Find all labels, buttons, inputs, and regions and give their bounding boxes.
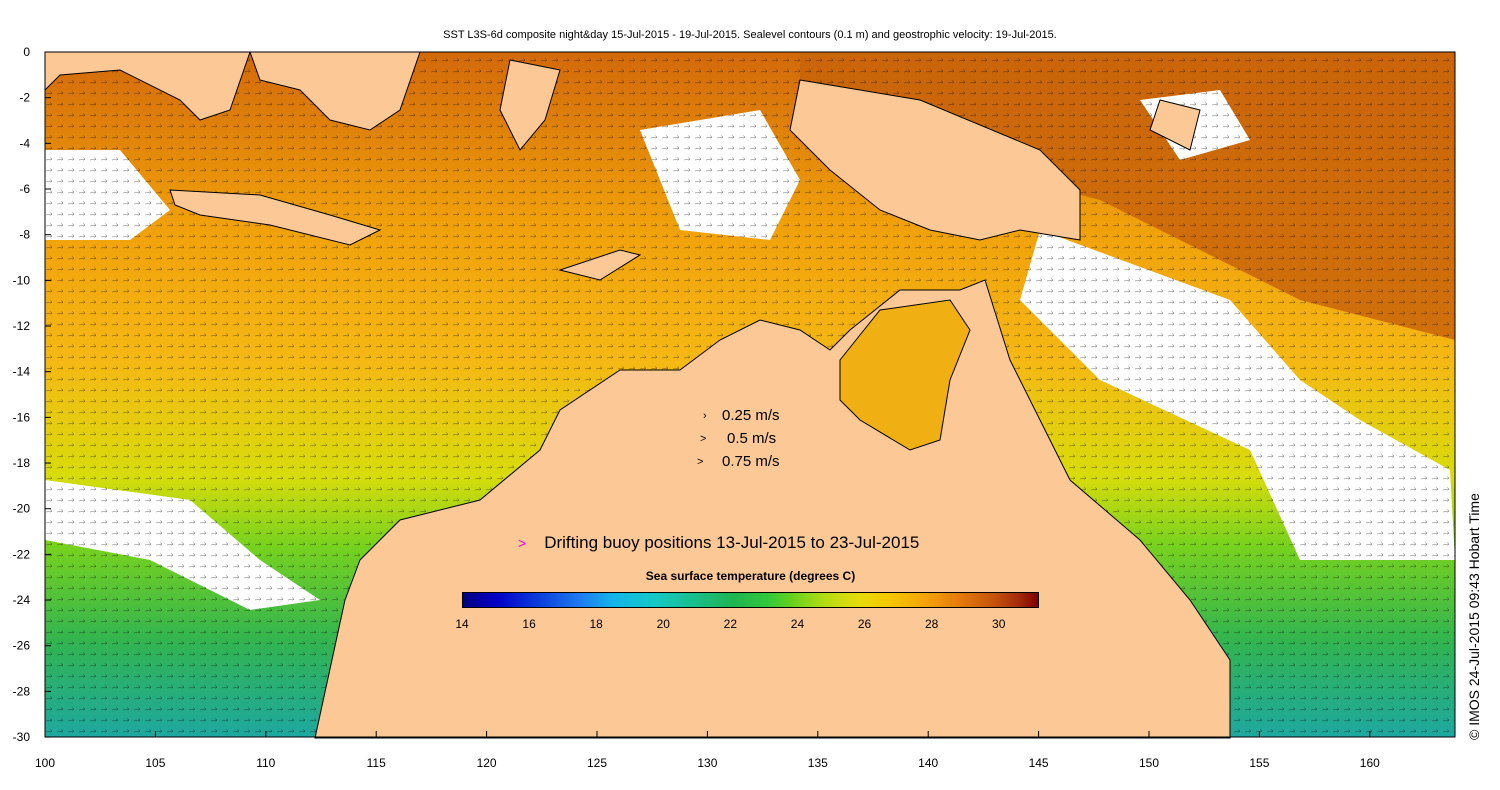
y-tick-label: -12 [13, 319, 31, 333]
colorbar-tick-label: 20 [656, 617, 670, 631]
x-tick-label: 125 [587, 756, 607, 770]
velocity-legend-0-75: 0.75 m/s [722, 453, 780, 470]
x-tick-label: 110 [256, 756, 275, 770]
colorbar-tick-label: 26 [857, 617, 872, 631]
credit-text: © IMOS 24-Jul-2015 09:43 Hobart Time [1466, 493, 1482, 740]
x-tick-label: 115 [367, 756, 386, 770]
y-axis: 0 -2 -4 -6 -8 -10 -12 -14 -16 -18 -20 -22 -24 -26 -28 -… [13, 45, 51, 744]
colorbar-tick-label: 30 [992, 617, 1006, 631]
x-tick-label: 105 [145, 756, 165, 770]
y-tick-label: -14 [13, 365, 31, 379]
colorbar [462, 592, 1039, 608]
y-tick-label: -18 [13, 456, 31, 470]
velocity-arrow-large: > [697, 456, 704, 468]
x-tick-label: 145 [1029, 756, 1049, 770]
map-frame [44, 51, 1456, 738]
y-tick-label: -6 [19, 182, 30, 196]
velocity-arrow-small: › [703, 410, 707, 422]
colorbar-tick-label: 18 [589, 617, 603, 631]
colorbar-tick-label: 14 [455, 617, 469, 631]
x-tick-label: 160 [1360, 756, 1380, 770]
y-tick-label: -20 [13, 502, 31, 516]
colorbar-tick-label: 16 [522, 617, 536, 631]
x-tick-label: 130 [697, 756, 717, 770]
y-tick-label: -28 [13, 684, 31, 698]
velocity-legend-0-5: 0.5 m/s [727, 430, 777, 447]
x-tick-label: 140 [918, 756, 938, 770]
x-axis: 100 105 110 115 120 125 130 135 140 145 150 155 160 [35, 731, 1380, 770]
buoy-legend-label: Drifting buoy positions 13-Jul-2015 to 2… [544, 533, 920, 552]
y-tick-label: -16 [13, 410, 31, 424]
colorbar-tick-label: 24 [790, 617, 805, 631]
y-tick-label: -30 [13, 730, 31, 744]
colorbar-tick-label: 22 [723, 617, 738, 631]
y-tick-label: -4 [19, 136, 30, 150]
x-tick-label: 120 [477, 756, 497, 770]
x-tick-label: 100 [35, 756, 55, 770]
buoy-legend: > Drifting buoy positions 13-Jul-2015 to … [518, 533, 919, 553]
y-tick-label: -24 [13, 593, 31, 607]
x-tick-label: 150 [1139, 756, 1159, 770]
map-title: SST L3S-6d composite night&day 15-Jul-20… [443, 29, 1057, 41]
velocity-arrow-medium: > [700, 433, 707, 445]
y-tick-label: 0 [23, 45, 30, 59]
buoy-marker-icon: > [518, 535, 527, 551]
colorbar-title: Sea surface temperature (degrees C) [645, 569, 856, 583]
x-tick-label: 155 [1249, 756, 1269, 770]
y-tick-label: -2 [19, 91, 30, 105]
colorbar-tick-label: 28 [924, 617, 939, 631]
land-masses [44, 51, 1231, 739]
velocity-legend-0-25: 0.25 m/s [722, 407, 780, 424]
y-tick-label: -8 [19, 228, 30, 242]
y-tick-label: -26 [13, 639, 31, 653]
y-tick-label: -10 [13, 273, 31, 287]
y-tick-label: -22 [13, 547, 31, 561]
x-tick-label: 135 [808, 756, 828, 770]
